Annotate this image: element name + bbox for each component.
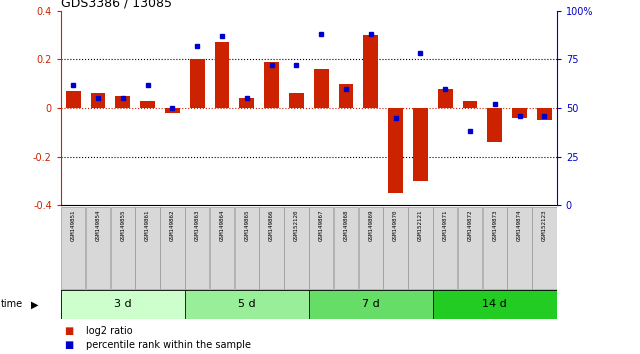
Text: GSM149854: GSM149854 <box>95 210 100 241</box>
Text: GSM152121: GSM152121 <box>418 210 423 241</box>
Text: percentile rank within the sample: percentile rank within the sample <box>86 340 252 350</box>
Text: GSM149866: GSM149866 <box>269 210 274 241</box>
Text: GSM152120: GSM152120 <box>294 210 299 241</box>
FancyBboxPatch shape <box>86 207 110 289</box>
Text: GSM149863: GSM149863 <box>195 210 200 241</box>
Text: GSM149855: GSM149855 <box>120 210 125 241</box>
Bar <box>115 96 131 108</box>
FancyBboxPatch shape <box>210 207 234 289</box>
Text: GSM149867: GSM149867 <box>319 210 324 241</box>
Text: GSM149851: GSM149851 <box>70 210 76 241</box>
Bar <box>140 101 155 108</box>
FancyBboxPatch shape <box>259 207 284 289</box>
FancyBboxPatch shape <box>136 207 160 289</box>
FancyBboxPatch shape <box>309 207 333 289</box>
Bar <box>289 93 304 108</box>
Bar <box>165 108 180 113</box>
FancyBboxPatch shape <box>483 207 507 289</box>
Text: GSM149864: GSM149864 <box>220 210 225 241</box>
Text: 5 d: 5 d <box>238 299 255 309</box>
Text: GSM149870: GSM149870 <box>393 210 398 241</box>
Bar <box>189 59 205 108</box>
Text: ■: ■ <box>64 340 73 350</box>
Bar <box>537 108 552 120</box>
FancyBboxPatch shape <box>235 207 259 289</box>
Bar <box>66 91 81 108</box>
Text: GSM149874: GSM149874 <box>517 210 522 241</box>
FancyBboxPatch shape <box>408 207 433 289</box>
FancyBboxPatch shape <box>185 290 308 319</box>
FancyBboxPatch shape <box>308 290 433 319</box>
Bar <box>264 62 279 108</box>
Text: ■: ■ <box>64 326 73 336</box>
FancyBboxPatch shape <box>433 290 557 319</box>
FancyBboxPatch shape <box>458 207 482 289</box>
Bar <box>91 93 106 108</box>
Text: GSM149861: GSM149861 <box>145 210 150 241</box>
Text: time: time <box>1 299 23 309</box>
Text: 14 d: 14 d <box>483 299 507 309</box>
Bar <box>364 35 378 108</box>
Text: GSM149865: GSM149865 <box>244 210 250 241</box>
Text: GSM149862: GSM149862 <box>170 210 175 241</box>
Text: log2 ratio: log2 ratio <box>86 326 133 336</box>
Bar <box>339 84 353 108</box>
Bar <box>438 88 452 108</box>
FancyBboxPatch shape <box>508 207 532 289</box>
FancyBboxPatch shape <box>334 207 358 289</box>
FancyBboxPatch shape <box>433 207 458 289</box>
Text: GSM149868: GSM149868 <box>344 210 349 241</box>
Bar <box>413 108 428 181</box>
FancyBboxPatch shape <box>532 207 557 289</box>
Text: GSM149871: GSM149871 <box>443 210 448 241</box>
Bar <box>512 108 527 118</box>
FancyBboxPatch shape <box>111 207 135 289</box>
FancyBboxPatch shape <box>160 207 184 289</box>
Bar <box>388 108 403 193</box>
FancyBboxPatch shape <box>284 207 308 289</box>
Text: GSM152123: GSM152123 <box>542 210 547 241</box>
FancyBboxPatch shape <box>358 207 383 289</box>
Text: GSM149873: GSM149873 <box>492 210 497 241</box>
FancyBboxPatch shape <box>61 207 85 289</box>
Text: 7 d: 7 d <box>362 299 380 309</box>
Bar <box>487 108 502 142</box>
Text: GSM149872: GSM149872 <box>467 210 472 241</box>
FancyBboxPatch shape <box>185 207 209 289</box>
FancyBboxPatch shape <box>383 207 408 289</box>
Bar <box>463 101 477 108</box>
Text: ▶: ▶ <box>31 299 38 309</box>
Text: 3 d: 3 d <box>114 299 132 309</box>
Bar <box>314 69 329 108</box>
Text: GSM149869: GSM149869 <box>368 210 373 241</box>
Text: GDS3386 / 13085: GDS3386 / 13085 <box>61 0 172 10</box>
Bar <box>214 42 229 108</box>
FancyBboxPatch shape <box>61 290 185 319</box>
Bar <box>239 98 254 108</box>
